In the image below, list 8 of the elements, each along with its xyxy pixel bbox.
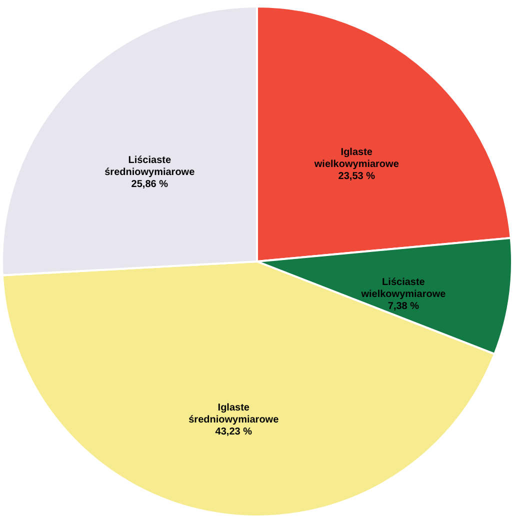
data-label: 7,38 % bbox=[388, 301, 420, 312]
data-label: 43,23 % bbox=[215, 426, 252, 438]
slice-label: Iglaste średniowymiarowe bbox=[188, 402, 280, 426]
slice-label: Iglaste wielkowymiarowe bbox=[313, 147, 400, 170]
slice-label: Liściaste średniowymiarowe bbox=[104, 154, 196, 178]
slice-label: Liściaste wielkowymiarowe bbox=[360, 277, 446, 300]
data-label: 25,86 % bbox=[131, 178, 168, 190]
data-label: 23,53 % bbox=[338, 171, 376, 182]
